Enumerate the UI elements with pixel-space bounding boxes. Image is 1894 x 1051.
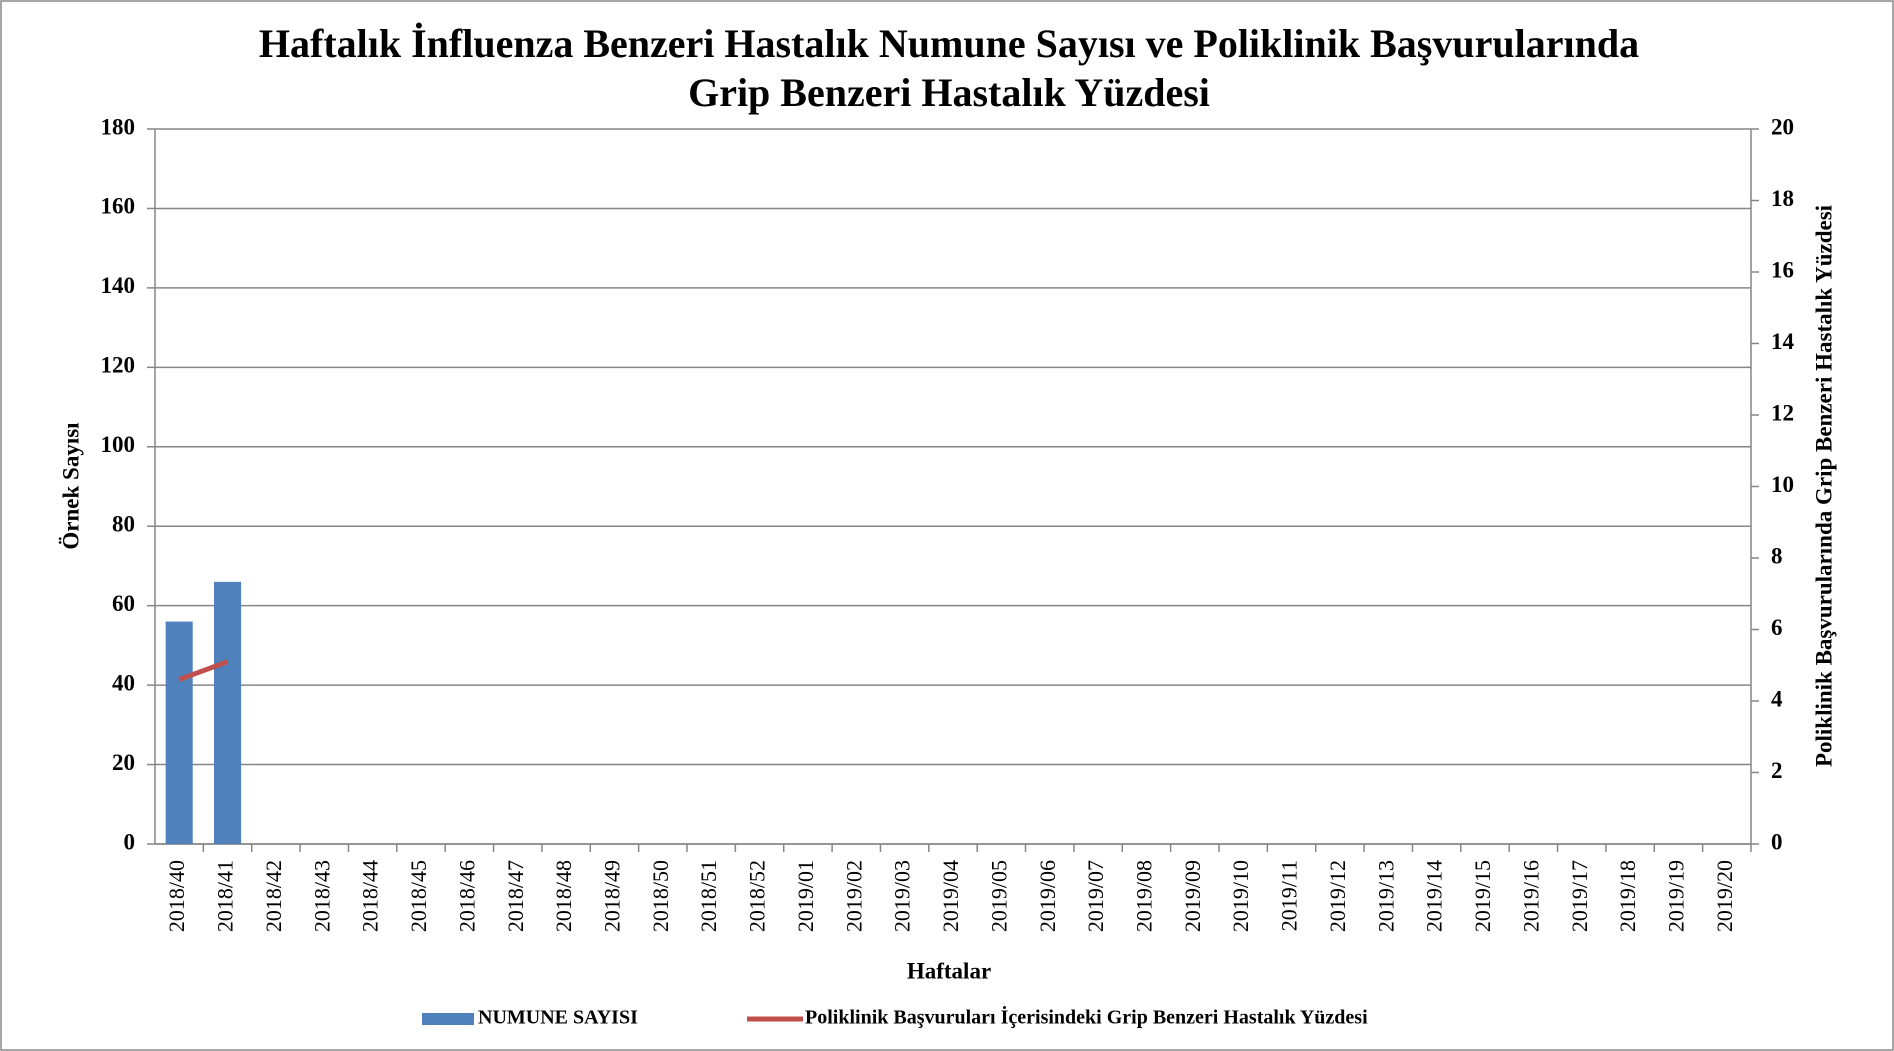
y2-tick-label: 14 <box>1771 329 1795 354</box>
chart-title: Haftalık İnfluenza Benzeri Hastalık Numu… <box>259 21 1639 66</box>
x-tick-label: 2019/19 <box>1664 860 1689 932</box>
y-tick-label: 80 <box>112 512 135 537</box>
y2-tick-label: 18 <box>1771 186 1794 211</box>
x-tick-label: 2019/16 <box>1518 860 1543 932</box>
legend-swatch <box>422 1013 474 1025</box>
y2-tick-label: 8 <box>1771 543 1783 568</box>
x-tick-label: 2019/18 <box>1615 860 1640 932</box>
line <box>178 659 229 682</box>
x-tick-label: 2019/17 <box>1567 860 1592 932</box>
x-tick-label: 2018/40 <box>164 860 189 932</box>
chart-title: Grip Benzeri Hastalık Yüzdesi <box>688 70 1210 115</box>
x-tick-label: 2018/42 <box>261 860 286 932</box>
y-tick-label: 0 <box>124 829 136 854</box>
y-tick-label: 60 <box>112 591 135 616</box>
y-tick-label: 120 <box>101 353 136 378</box>
x-tick-label: 2019/04 <box>938 860 963 932</box>
y2-tick-label: 12 <box>1771 400 1794 425</box>
x-tick-label: 2019/05 <box>986 860 1011 932</box>
y-tick-label: 100 <box>101 432 136 457</box>
x-tick-label: 2018/49 <box>600 860 625 932</box>
y2-tick-label: 20 <box>1771 114 1794 139</box>
x-tick-label: 2018/46 <box>454 860 479 932</box>
y2-axis-label: Poliklinik Başvurularında Grip Benzeri H… <box>1811 204 1836 767</box>
x-tick-label: 2019/15 <box>1470 860 1495 932</box>
x-tick-label: 2018/41 <box>213 860 238 932</box>
bar <box>214 581 242 844</box>
x-tick-label: 2019/12 <box>1325 860 1350 932</box>
y-tick-label: 160 <box>101 194 136 219</box>
x-tick-label: 2019/20 <box>1712 860 1737 932</box>
legend-label: NUMUNE SAYISI <box>478 1007 638 1029</box>
x-axis-label: Haftalar <box>907 958 991 983</box>
y2-tick-label: 2 <box>1771 758 1783 783</box>
x-tick-label: 2019/07 <box>1083 860 1108 932</box>
y-tick-label: 180 <box>101 114 136 139</box>
x-tick-label: 2018/52 <box>745 860 770 932</box>
x-tick-label: 2018/44 <box>358 860 383 932</box>
x-tick-label: 2019/10 <box>1228 860 1253 932</box>
y2-tick-label: 6 <box>1771 615 1783 640</box>
x-tick-label: 2018/48 <box>551 860 576 932</box>
x-tick-label: 2019/01 <box>793 860 818 932</box>
y2-tick-label: 16 <box>1771 257 1794 282</box>
y-tick-label: 140 <box>101 273 136 298</box>
y2-tick-label: 4 <box>1771 686 1783 711</box>
y-axis-label: Örnek Sayısı <box>58 422 83 550</box>
x-tick-label: 2019/11 <box>1277 860 1302 931</box>
x-tick-label: 2018/47 <box>503 860 528 932</box>
x-tick-label: 2019/13 <box>1373 860 1398 932</box>
x-tick-label: 2019/03 <box>890 860 915 932</box>
x-tick-label: 2018/50 <box>648 860 673 932</box>
x-tick-label: 2019/06 <box>1035 860 1060 932</box>
y2-tick-label: 0 <box>1771 829 1783 854</box>
x-tick-label: 2019/09 <box>1180 860 1205 932</box>
x-tick-label: 2018/51 <box>696 860 721 932</box>
x-tick-label: 2019/02 <box>841 860 866 932</box>
bar <box>165 621 193 844</box>
x-tick-label: 2018/45 <box>406 860 431 932</box>
x-tick-label: 2018/43 <box>309 860 334 932</box>
legend-label: Poliklinik Başvuruları İçerisindeki Grip… <box>805 1005 1368 1029</box>
y2-tick-label: 10 <box>1771 472 1794 497</box>
x-tick-label: 2019/08 <box>1132 860 1157 932</box>
x-tick-label: 2019/14 <box>1422 860 1447 932</box>
y-tick-label: 40 <box>112 670 135 695</box>
y-tick-label: 20 <box>112 750 135 775</box>
